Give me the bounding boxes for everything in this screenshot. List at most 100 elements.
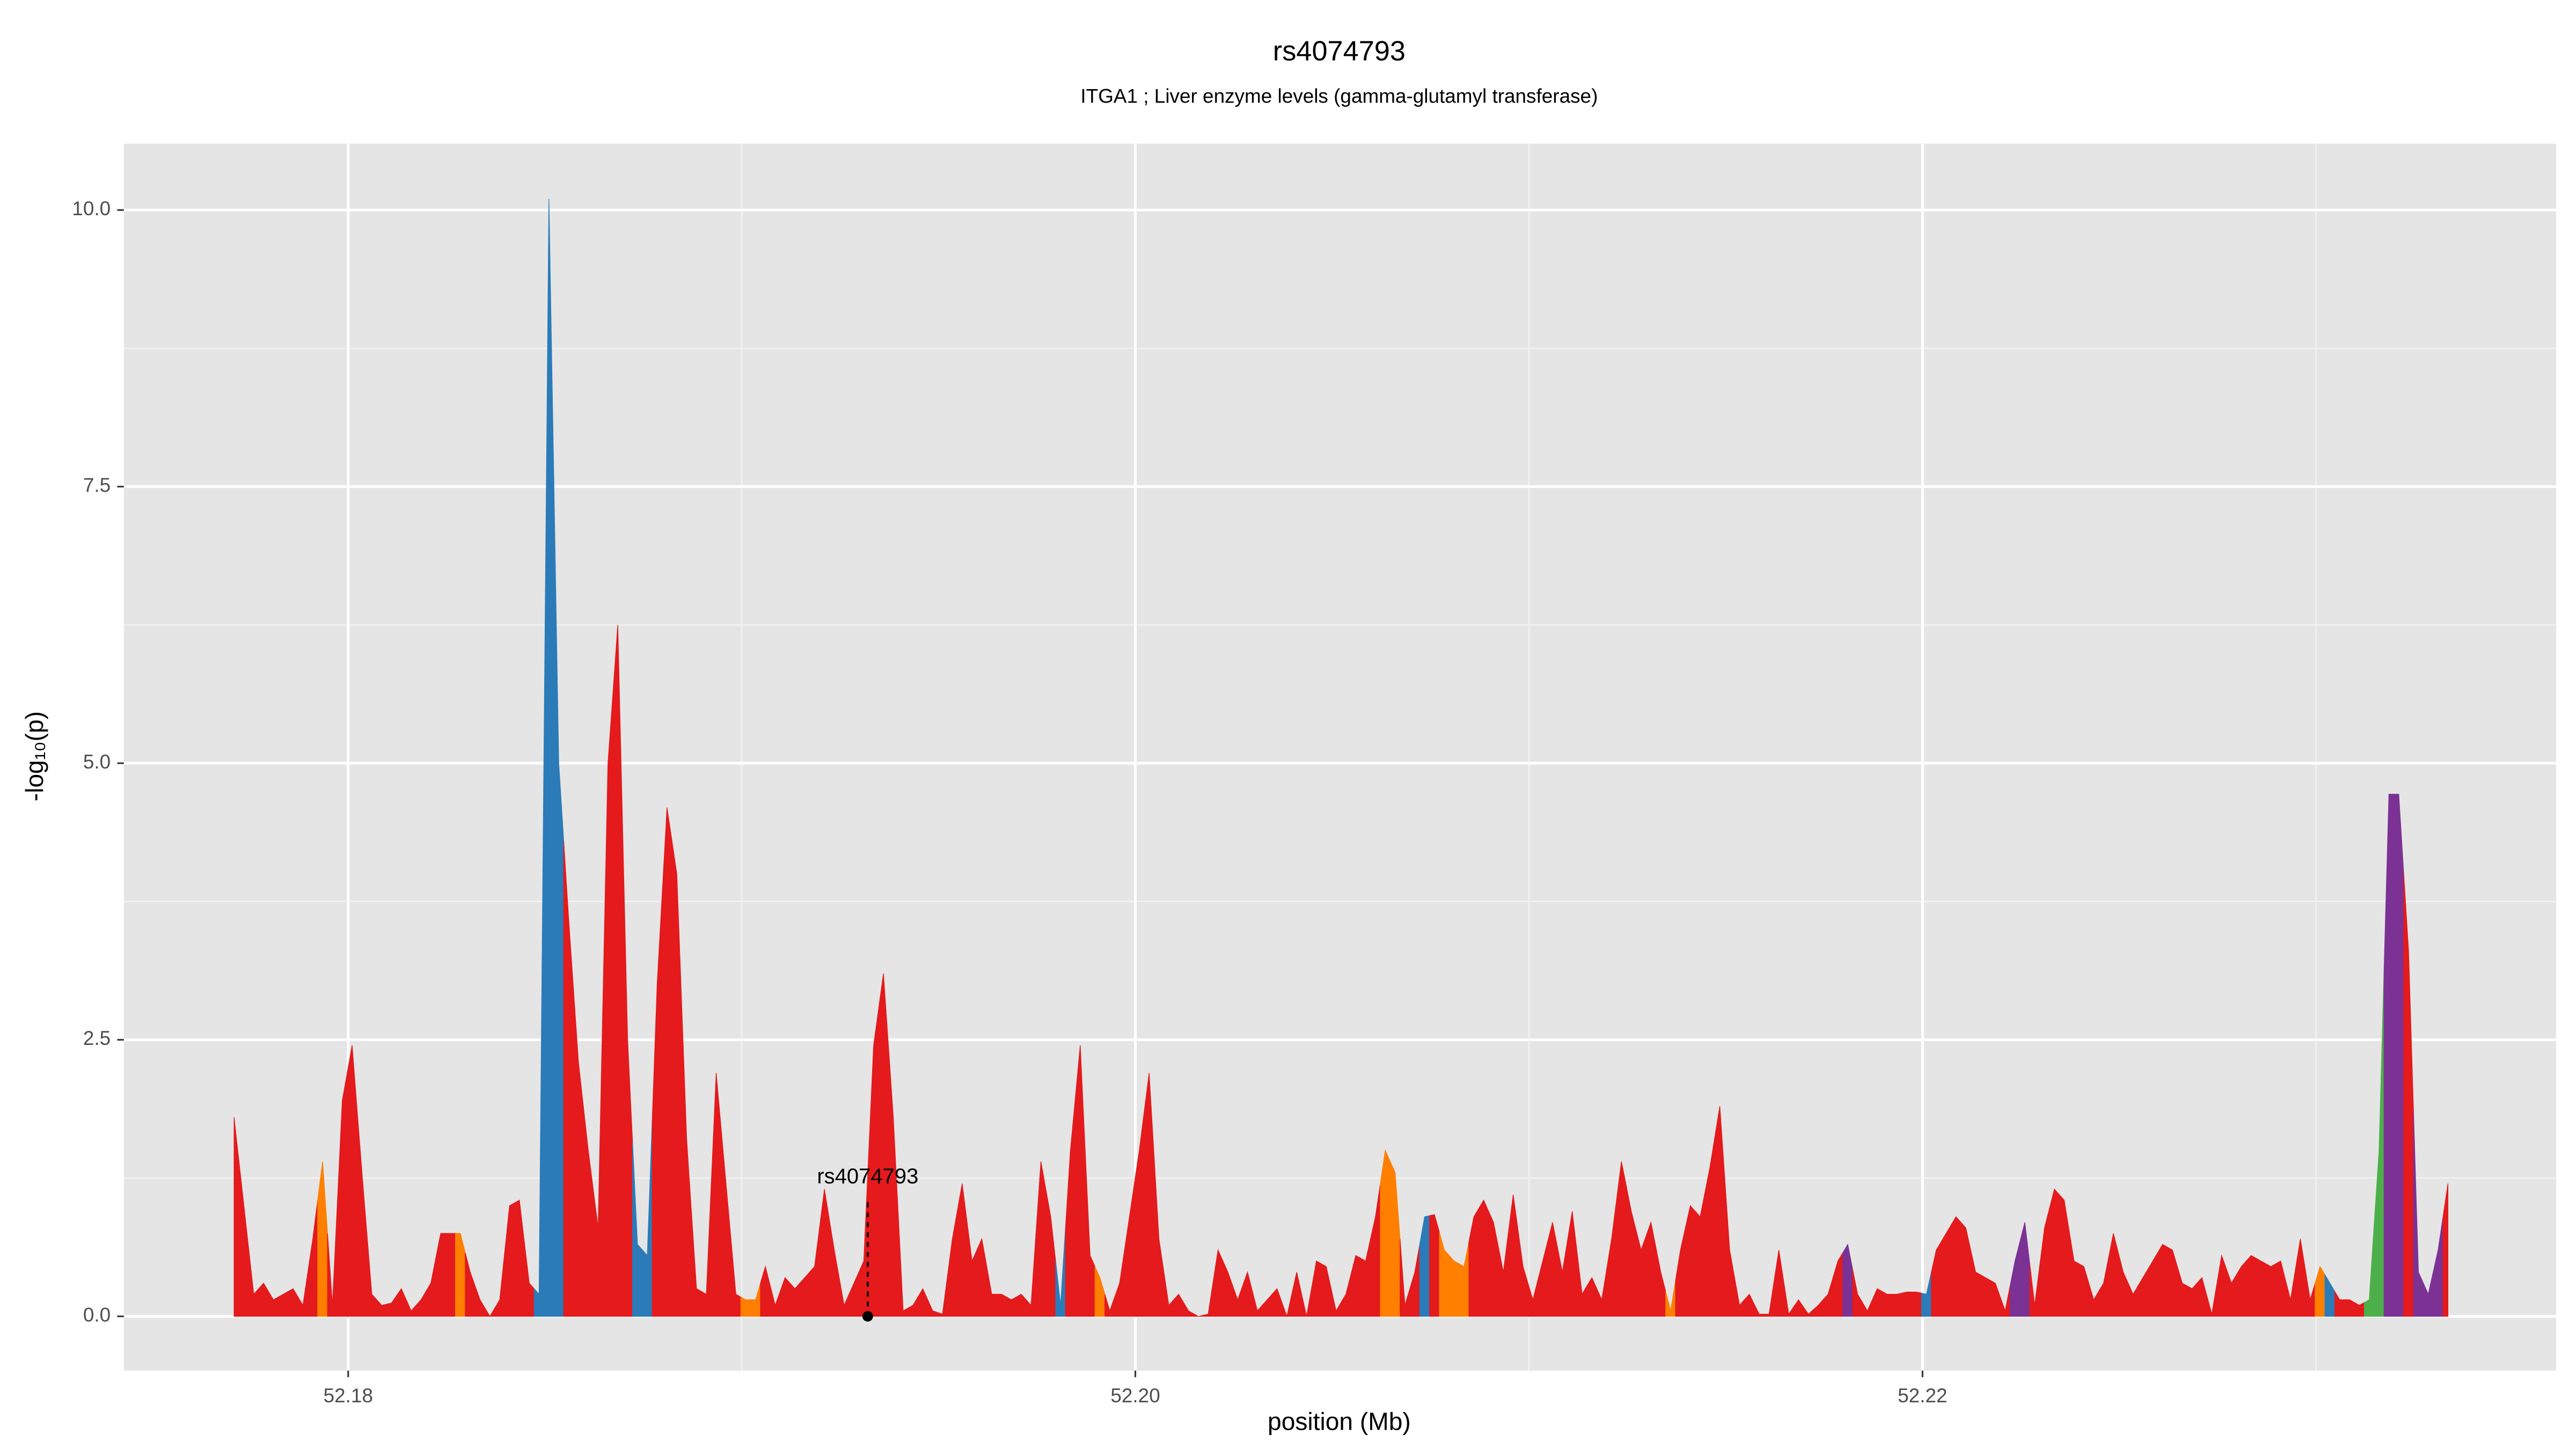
area-segment	[583, 1106, 594, 1317]
area-segment	[917, 1287, 928, 1317]
area-segment	[947, 1211, 958, 1317]
area-segment	[465, 1253, 475, 1317]
area-segment	[1163, 1272, 1174, 1317]
area-segment	[2059, 1194, 2070, 1317]
area-segment	[347, 1045, 357, 1317]
area-segment	[524, 1241, 535, 1317]
area-segment	[2138, 1268, 2148, 1317]
area-segment	[1488, 1211, 1499, 1317]
area-segment	[1921, 1272, 1932, 1317]
area-segment	[2383, 794, 2395, 1317]
area-segment	[1311, 1260, 1322, 1317]
area-segment	[2245, 1255, 2257, 1317]
area-segment	[1085, 1150, 1096, 1317]
area-segment	[1763, 1282, 1775, 1317]
area-segment	[1960, 1221, 1971, 1317]
area-segment	[1360, 1239, 1371, 1317]
area-segment	[1695, 1191, 1706, 1317]
area-segment	[238, 1161, 250, 1317]
area-segment	[603, 694, 613, 1317]
area-segment	[730, 1239, 741, 1317]
area-segment	[553, 481, 564, 1317]
area-segment	[1547, 1222, 1558, 1317]
area-segment	[1645, 1221, 1657, 1317]
area-segment	[1882, 1291, 1893, 1317]
chart-title: rs4074793	[1273, 35, 1406, 67]
area-segment	[474, 1285, 486, 1317]
area-segment	[1901, 1291, 1912, 1317]
area-segment	[1223, 1261, 1233, 1317]
area-segment	[996, 1293, 1007, 1317]
area-segment	[1203, 1282, 1214, 1317]
area-segment	[1567, 1211, 1578, 1317]
area-segment	[445, 1233, 456, 1317]
area-segment	[544, 199, 554, 1317]
area-segment	[1616, 1161, 1627, 1317]
area-segment	[1153, 1155, 1165, 1317]
area-segment	[1212, 1248, 1224, 1317]
area-segment	[2118, 1253, 2129, 1317]
area-segment	[829, 1219, 840, 1317]
area-segment	[1498, 1233, 1509, 1317]
area-segment	[1852, 1269, 1863, 1317]
area-segment	[2413, 1111, 2424, 1317]
area-segment	[376, 1299, 387, 1317]
area-segment	[504, 1202, 515, 1317]
area-segment	[356, 1109, 368, 1317]
area-segment	[2344, 1299, 2355, 1317]
area-segment	[770, 1285, 781, 1317]
area-segment	[367, 1233, 377, 1317]
area-segment	[248, 1250, 259, 1317]
area-segment	[1537, 1241, 1548, 1317]
area-segment	[1823, 1277, 1834, 1317]
area-segment	[1527, 1280, 1539, 1317]
area-segment	[2009, 1241, 2021, 1317]
area-segment	[1832, 1252, 1843, 1317]
area-segment	[701, 1183, 712, 1317]
y-axis-label: -log₁₀(p)	[20, 711, 48, 801]
x-tick-label: 52.20	[1110, 1385, 1160, 1407]
area-segment	[848, 1272, 859, 1317]
area-segment	[288, 1288, 298, 1317]
area-segment	[1577, 1253, 1587, 1317]
area-segment	[1134, 1111, 1145, 1317]
area-segment	[2206, 1284, 2218, 1317]
area-segment	[967, 1222, 977, 1317]
area-segment	[297, 1272, 309, 1317]
area-segment	[839, 1277, 850, 1317]
area-segment	[1783, 1282, 1794, 1317]
area-segment	[612, 625, 623, 1317]
area-segment	[317, 1161, 328, 1317]
area-segment	[1675, 1227, 1686, 1317]
area-segment	[1409, 1244, 1421, 1317]
area-segment	[1271, 1288, 1283, 1317]
area-segment	[1183, 1301, 1194, 1317]
area-segment	[721, 1128, 731, 1317]
area-segment	[878, 973, 889, 1317]
area-segment	[494, 1253, 505, 1317]
area-segment	[1724, 1178, 1735, 1317]
area-segment	[1744, 1293, 1755, 1317]
area-segment	[1065, 1097, 1076, 1317]
area-segment	[1291, 1272, 1302, 1317]
area-segment	[2177, 1266, 2188, 1317]
area-segment	[2088, 1283, 2099, 1317]
area-segment	[809, 1227, 820, 1317]
area-segment	[1478, 1199, 1489, 1317]
area-segment	[1891, 1292, 1902, 1317]
area-segment	[2403, 873, 2414, 1317]
area-segment	[1655, 1247, 1666, 1317]
area-segment	[750, 1283, 761, 1317]
y-tick-label: 7.5	[83, 474, 111, 496]
area-segment	[2019, 1222, 2030, 1317]
area-segment	[1035, 1161, 1046, 1317]
area-segment	[691, 1214, 702, 1317]
y-tick-label: 10.0	[72, 197, 111, 219]
area-segment	[1439, 1232, 1450, 1317]
area-segment	[2147, 1252, 2158, 1317]
area-segment	[1055, 1227, 1066, 1317]
area-segment	[386, 1294, 397, 1317]
area-segment	[622, 832, 633, 1317]
area-segment	[819, 1189, 830, 1317]
area-segment	[2304, 1269, 2316, 1317]
